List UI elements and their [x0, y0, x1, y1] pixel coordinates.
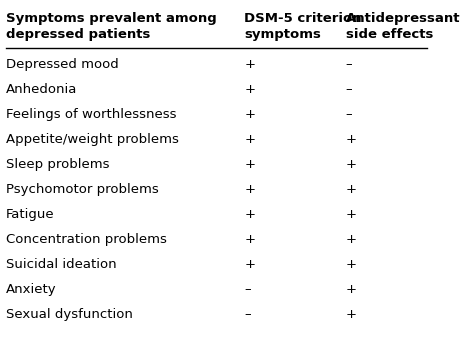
Text: +: +: [346, 183, 356, 196]
Text: +: +: [245, 108, 255, 121]
Text: Sleep problems: Sleep problems: [6, 158, 109, 171]
Text: +: +: [346, 308, 356, 321]
Text: Sexual dysfunction: Sexual dysfunction: [6, 308, 133, 321]
Text: +: +: [245, 208, 255, 221]
Text: +: +: [245, 58, 255, 71]
Text: +: +: [245, 183, 255, 196]
Text: +: +: [346, 233, 356, 246]
Text: +: +: [245, 83, 255, 96]
Text: +: +: [346, 133, 356, 146]
Text: Concentration problems: Concentration problems: [6, 233, 166, 246]
Text: +: +: [245, 158, 255, 171]
Text: Depressed mood: Depressed mood: [6, 58, 118, 71]
Text: +: +: [346, 208, 356, 221]
Text: Appetite/weight problems: Appetite/weight problems: [6, 133, 179, 146]
Text: –: –: [245, 308, 251, 321]
Text: –: –: [346, 58, 352, 71]
Text: –: –: [346, 83, 352, 96]
Text: +: +: [245, 258, 255, 271]
Text: –: –: [346, 108, 352, 121]
Text: +: +: [245, 233, 255, 246]
Text: Psychomotor problems: Psychomotor problems: [6, 183, 158, 196]
Text: DSM-5 criterion
symptoms: DSM-5 criterion symptoms: [245, 12, 362, 41]
Text: +: +: [245, 133, 255, 146]
Text: Antidepressant
side effects: Antidepressant side effects: [346, 12, 460, 41]
Text: –: –: [245, 283, 251, 296]
Text: Anxiety: Anxiety: [6, 283, 56, 296]
Text: +: +: [346, 283, 356, 296]
Text: Anhedonia: Anhedonia: [6, 83, 77, 96]
Text: Fatigue: Fatigue: [6, 208, 55, 221]
Text: +: +: [346, 158, 356, 171]
Text: Suicidal ideation: Suicidal ideation: [6, 258, 116, 271]
Text: Feelings of worthlessness: Feelings of worthlessness: [6, 108, 176, 121]
Text: Symptoms prevalent among
depressed patients: Symptoms prevalent among depressed patie…: [6, 12, 217, 41]
Text: +: +: [346, 258, 356, 271]
